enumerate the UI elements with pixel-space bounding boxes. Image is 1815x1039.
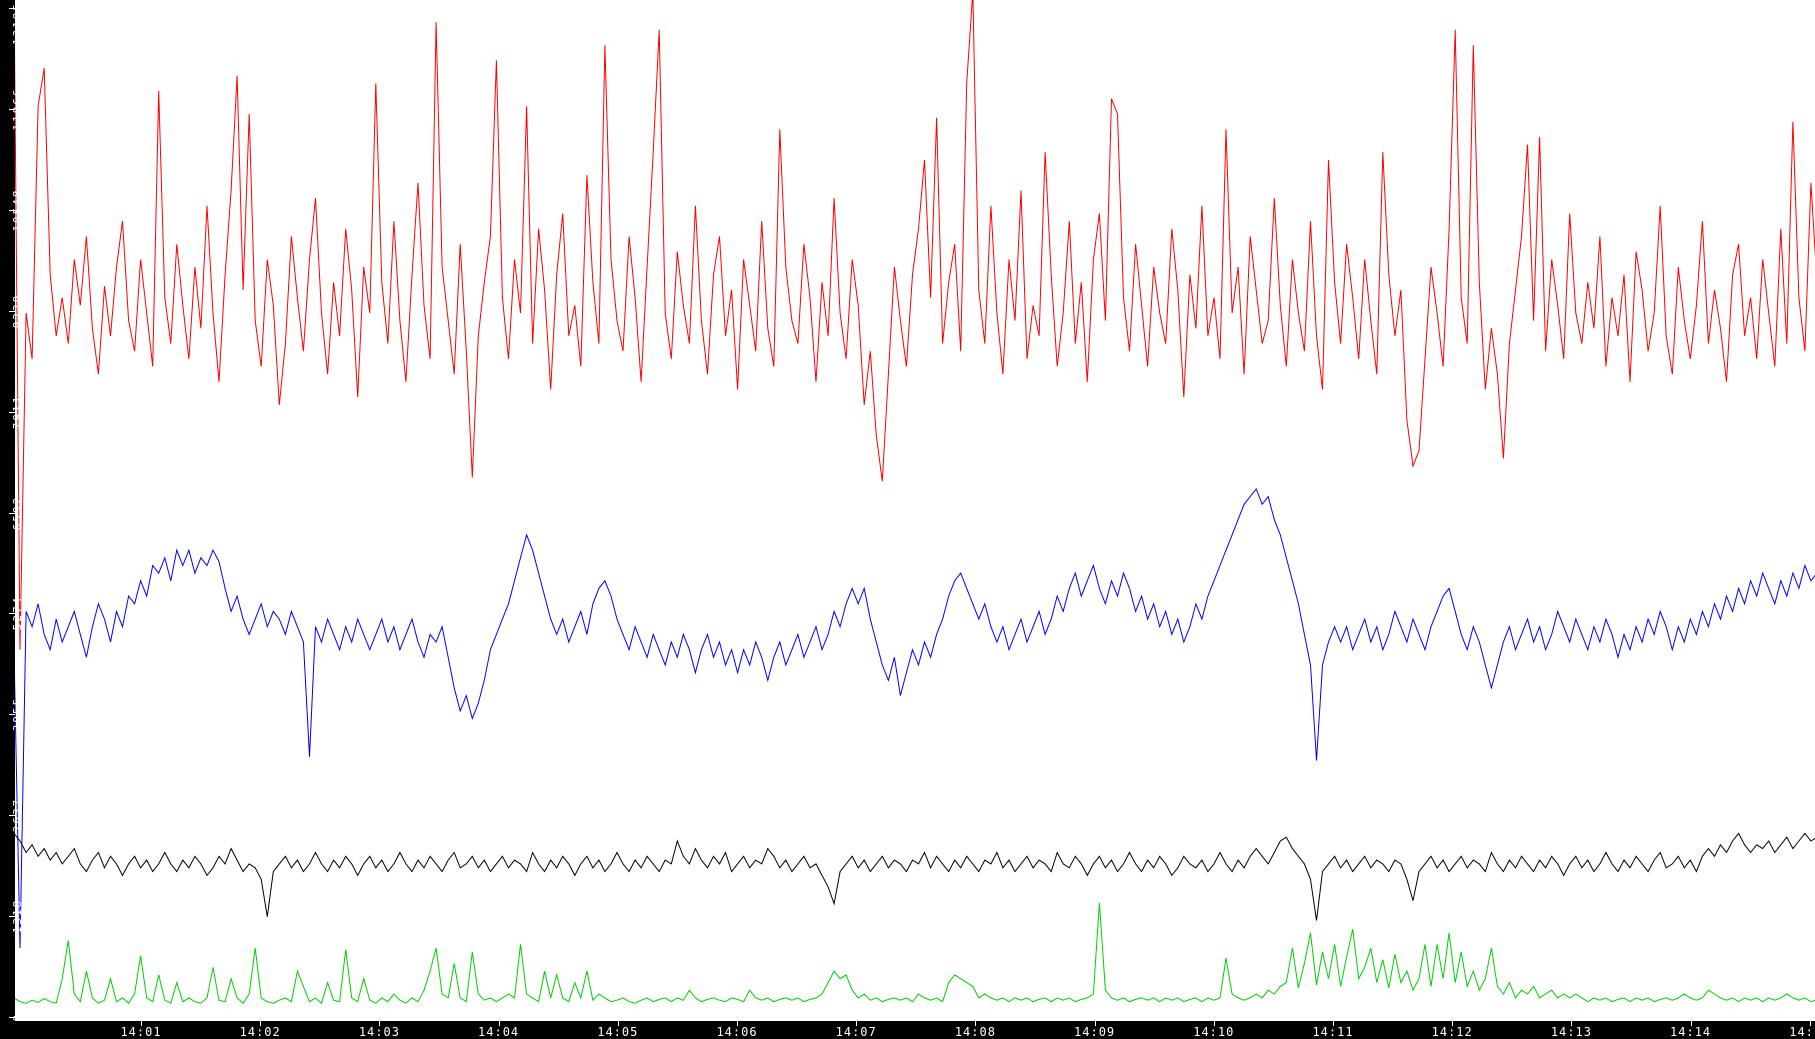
x-tick-label: 14:12 <box>1431 1025 1473 1039</box>
y-axis-tick <box>9 1017 15 1018</box>
x-tick-label: 14:04 <box>478 1025 520 1039</box>
x-tick-label: 14:03 <box>358 1025 400 1039</box>
x-tick-label: 14:08 <box>954 1025 996 1039</box>
y-tick-label: 9229 <box>11 293 24 329</box>
y-axis-tick <box>9 210 15 211</box>
x-axis-tick <box>856 1021 858 1026</box>
y-axis-tick <box>9 311 15 312</box>
y-tick-label: 13185 <box>11 2 24 46</box>
x-tick-label: 14:06 <box>716 1025 758 1039</box>
x-tick-label: 14:13 <box>1550 1025 1592 1039</box>
y-tick-label: 10548 <box>11 188 24 232</box>
y-axis-tick <box>9 714 15 715</box>
x-tick-label: 14:14 <box>1670 1025 1712 1039</box>
y-tick-label: 7911 <box>11 394 24 430</box>
x-axis-tick <box>1809 1021 1811 1026</box>
x-tick-label: 14:02 <box>239 1025 281 1039</box>
x-axis-tick <box>498 1021 500 1026</box>
x-axis-tick <box>737 1021 738 1026</box>
x-tick-label: 14:09 <box>1074 1025 1116 1039</box>
x-axis-tick <box>141 1021 142 1026</box>
x-tick-label: 14:01 <box>120 1025 162 1039</box>
x-axis-tick <box>1094 1021 1096 1026</box>
x-axis-tick <box>379 1021 381 1026</box>
y-tick-label: 3955 <box>11 696 24 732</box>
x-axis-tick <box>975 1021 977 1026</box>
x-axis-tick <box>1690 1021 1692 1026</box>
x-axis-tick <box>1571 1021 1573 1026</box>
y-tick-label: 1318 <box>11 898 24 934</box>
green-series-line <box>13 902 1815 1005</box>
x-axis-tick <box>617 1021 619 1026</box>
y-tick-label: 5274 <box>11 595 24 631</box>
red-series-line <box>13 0 1815 650</box>
x-tick-label: 14:07 <box>835 1025 877 1039</box>
x-tick-label: 14:10 <box>1193 1025 1235 1039</box>
y-tick-label: 2637 <box>11 797 24 833</box>
y-axis-strip: 13185 11866 10548 9229 7911 6592 5274 3955 2637 1… <box>0 0 24 1021</box>
x-axis-strip: 14:01 14:02 14:03 14:04 14:05 14:06 14:07 14:08… <box>0 1021 1815 1039</box>
x-axis-tick <box>1452 1021 1454 1026</box>
x-axis-tick <box>1213 1021 1215 1026</box>
black-series-line <box>13 832 1815 921</box>
y-tick-label: 11866 <box>11 87 24 131</box>
y-axis-tick <box>9 412 15 413</box>
y-axis-tick <box>9 8 15 9</box>
x-tick-label: 14:15 <box>1789 1025 1815 1039</box>
y-axis-tick <box>9 613 15 614</box>
x-tick-label: 14:05 <box>597 1025 639 1039</box>
blue-series-line <box>13 488 1815 949</box>
y-axis-tick <box>9 916 15 917</box>
y-tick-label: 6592 <box>11 495 24 531</box>
x-axis-tick <box>260 1021 262 1026</box>
y-axis-tick <box>9 815 15 816</box>
y-axis-tick <box>9 513 15 514</box>
x-axis-tick <box>1333 1021 1334 1026</box>
x-tick-label: 14:11 <box>1312 1025 1354 1039</box>
y-axis-tick <box>9 109 15 110</box>
